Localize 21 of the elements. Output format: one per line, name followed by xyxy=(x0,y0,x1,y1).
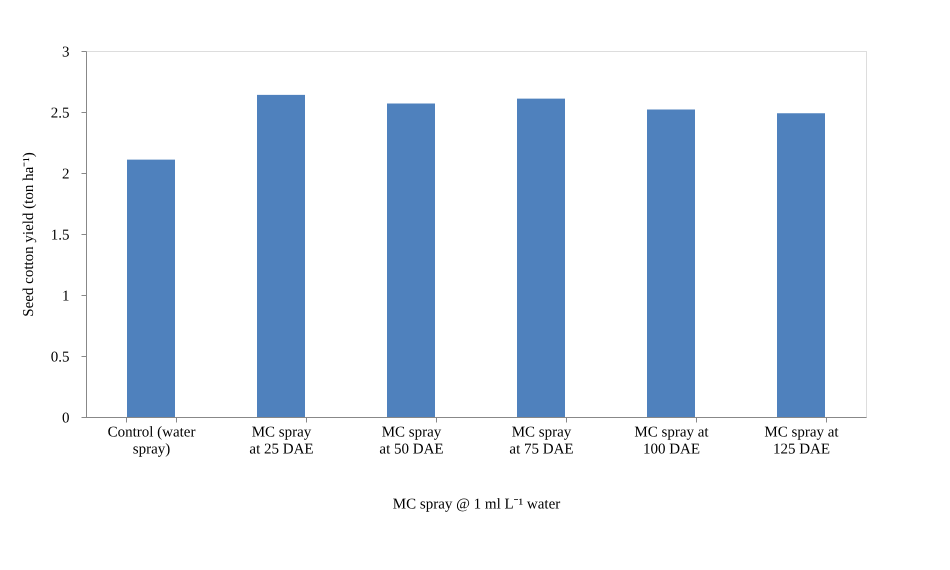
y-tick-label: 3 xyxy=(62,44,70,60)
x-tick-label: MC spray at 50 DAE xyxy=(379,424,444,458)
y-tick-label: 1 xyxy=(62,288,70,304)
x-tick-label: MC spray at 100 DAE xyxy=(634,424,710,458)
x-tick-label: Control (water spray) xyxy=(108,424,196,458)
y-tick-label: 2.5 xyxy=(50,106,70,122)
y-tick-label: 2 xyxy=(62,166,70,182)
x-tick-label: MC spray at 25 DAE xyxy=(249,424,314,458)
bar xyxy=(387,103,435,417)
x-axis-title: MC spray @ 1 ml L⁻¹ water xyxy=(392,496,560,512)
x-tick-label: MC spray at 75 DAE xyxy=(509,424,574,458)
y-tick-label: 0.5 xyxy=(50,350,70,366)
y-tick-label: 0 xyxy=(62,410,70,426)
bar xyxy=(777,113,825,417)
bar xyxy=(257,94,305,417)
bar xyxy=(517,98,565,417)
y-axis-title: Seed cotton yield (ton ha⁻¹) xyxy=(20,152,37,317)
bar xyxy=(127,160,175,417)
x-tick-label: MC spray at 125 DAE xyxy=(764,424,840,458)
y-tick-label: 1.5 xyxy=(50,228,70,244)
bar xyxy=(647,110,695,417)
